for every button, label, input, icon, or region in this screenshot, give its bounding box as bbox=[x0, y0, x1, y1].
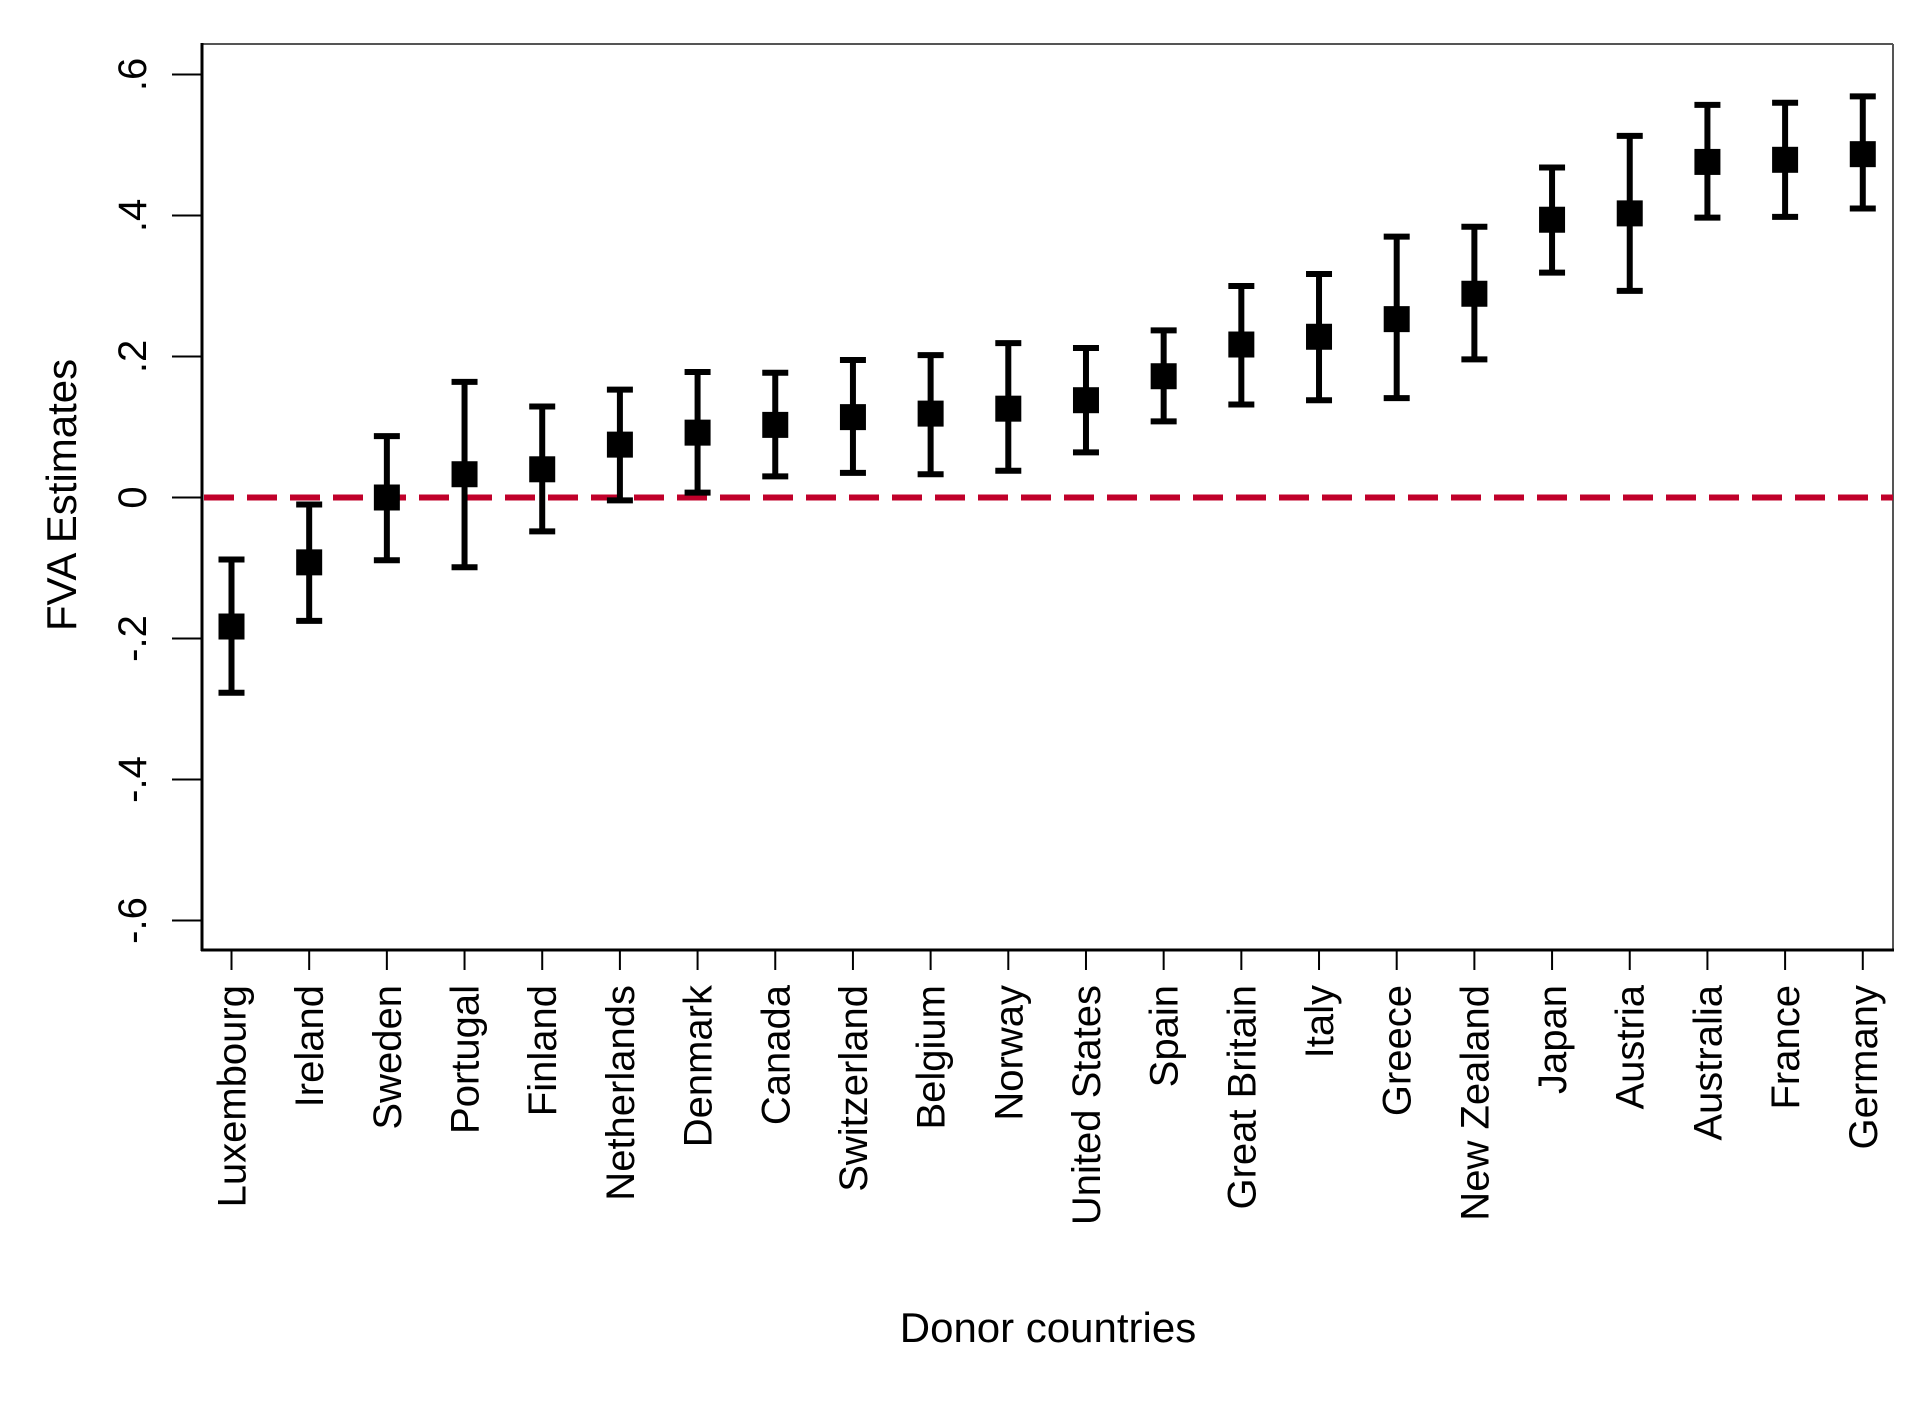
x-tick-label: Portugal bbox=[444, 985, 488, 1134]
point-estimate-marker bbox=[1461, 280, 1488, 307]
x-tick-label: Denmark bbox=[677, 984, 721, 1147]
x-tick-label: Australia bbox=[1686, 984, 1730, 1140]
y-tick-label: .6 bbox=[111, 58, 155, 91]
data-point-group bbox=[1228, 283, 1255, 408]
point-estimate-marker bbox=[684, 419, 711, 446]
point-estimate-marker bbox=[606, 431, 633, 458]
x-tick-label: France bbox=[1764, 985, 1808, 1110]
data-points bbox=[218, 93, 1876, 696]
data-point-group bbox=[218, 556, 245, 696]
y-tick-label: .2 bbox=[111, 340, 155, 373]
data-point-group bbox=[1694, 101, 1721, 221]
x-tick-label: Luxembourg bbox=[211, 985, 255, 1207]
data-point-group bbox=[762, 369, 789, 480]
data-point-group bbox=[1849, 93, 1876, 212]
data-point-group bbox=[1539, 164, 1566, 276]
y-tick-label: -.4 bbox=[111, 756, 155, 803]
x-tick-label: Germany bbox=[1842, 985, 1886, 1150]
data-point-group bbox=[1150, 327, 1177, 425]
point-estimate-marker bbox=[1849, 141, 1876, 168]
data-point-group bbox=[995, 340, 1022, 474]
point-estimate-marker bbox=[529, 456, 556, 483]
point-estimate-marker bbox=[373, 484, 400, 511]
x-tick-label: Japan bbox=[1531, 985, 1575, 1094]
point-estimate-marker bbox=[1306, 323, 1333, 350]
y-axis-title: FVA Estimates bbox=[38, 359, 85, 631]
data-point-group bbox=[839, 357, 866, 476]
point-estimate-marker bbox=[1694, 148, 1721, 175]
point-estimate-marker bbox=[839, 404, 866, 431]
y-tick-label: -.2 bbox=[111, 615, 155, 662]
x-axis-ticks: Luxembourg Ireland Sweden Portugal Finland Ne… bbox=[211, 950, 1886, 1225]
x-tick-label: Netherlands bbox=[599, 985, 643, 1201]
data-point-group bbox=[606, 386, 633, 504]
x-tick-label: Norway bbox=[987, 985, 1031, 1121]
y-axis-ticks: -.6 -.4 -.2 0 .2 .4 .6 bbox=[111, 58, 202, 944]
point-estimate-marker bbox=[917, 400, 944, 427]
data-point-group bbox=[529, 403, 556, 535]
x-tick-label: Ireland bbox=[288, 985, 332, 1107]
data-point-group bbox=[684, 369, 711, 496]
data-point-group bbox=[917, 352, 944, 478]
y-tick-label: -.6 bbox=[111, 897, 155, 944]
point-estimate-marker bbox=[218, 613, 245, 640]
data-point-group bbox=[1072, 345, 1099, 456]
point-estimate-marker bbox=[1539, 206, 1566, 233]
x-tick-label: Spain bbox=[1143, 985, 1187, 1087]
x-tick-label: Greece bbox=[1376, 985, 1420, 1116]
y-tick-label: .4 bbox=[111, 199, 155, 232]
data-point-group bbox=[296, 501, 323, 624]
point-estimate-marker bbox=[296, 549, 323, 576]
data-point-group bbox=[1461, 223, 1488, 363]
x-tick-label: New Zealand bbox=[1453, 985, 1497, 1221]
x-axis-title: Donor countries bbox=[900, 1304, 1196, 1351]
point-estimate-marker bbox=[1383, 306, 1410, 333]
x-tick-label: United States bbox=[1065, 985, 1109, 1225]
x-tick-label: Austria bbox=[1609, 984, 1653, 1109]
point-estimate-marker bbox=[1072, 387, 1099, 414]
point-estimate-marker bbox=[995, 395, 1022, 422]
point-estimate-marker bbox=[1772, 146, 1799, 173]
point-estimate-marker bbox=[451, 461, 478, 488]
point-estimate-marker bbox=[762, 411, 789, 438]
data-point-group bbox=[373, 433, 400, 564]
x-tick-label: Italy bbox=[1298, 985, 1342, 1058]
point-estimate-marker bbox=[1616, 200, 1643, 227]
data-point-group bbox=[451, 378, 478, 571]
data-point-group bbox=[1383, 233, 1410, 402]
y-tick-label: 0 bbox=[111, 486, 155, 508]
x-tick-label: Switzerland bbox=[832, 985, 876, 1192]
data-point-group bbox=[1772, 99, 1799, 220]
x-tick-label: Great Britain bbox=[1220, 985, 1264, 1210]
point-estimate-marker bbox=[1150, 363, 1177, 390]
data-point-group bbox=[1306, 271, 1333, 404]
x-tick-label: Canada bbox=[754, 984, 798, 1125]
point-estimate-marker bbox=[1228, 331, 1255, 358]
x-tick-label: Sweden bbox=[366, 985, 410, 1130]
x-tick-label: Finland bbox=[521, 985, 565, 1116]
x-tick-label: Belgium bbox=[910, 985, 954, 1130]
data-point-group bbox=[1616, 132, 1643, 294]
